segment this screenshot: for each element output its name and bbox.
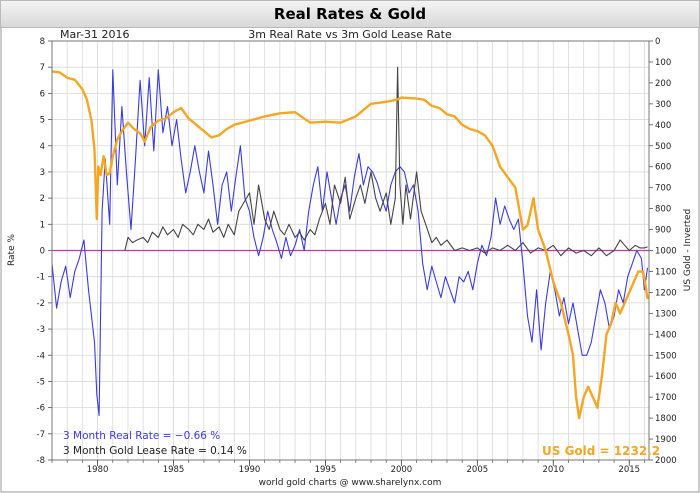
right-tick-label: 200 <box>655 79 671 89</box>
left-tick-label: 6 <box>40 89 45 99</box>
date-label: Mar-31 2016 <box>60 28 130 41</box>
left-tick-label: -8 <box>37 456 45 466</box>
right-tick-label: 2000 <box>655 456 677 466</box>
right-tick-label: 300 <box>655 100 671 110</box>
left-axis-title: Rate % <box>7 234 17 266</box>
x-tick-label: 1980 <box>87 465 109 475</box>
left-tick-label: -3 <box>37 325 45 335</box>
right-tick-label: 1000 <box>655 247 677 257</box>
left-tick-label: -1 <box>37 273 45 283</box>
footer-credit: world gold charts @ www.sharelynx.com <box>259 478 442 488</box>
right-axis-title: US Gold - Inverted <box>683 209 693 292</box>
left-tick-label: 2 <box>40 194 45 204</box>
x-tick-label: 1990 <box>239 465 261 475</box>
left-tick-label: 0 <box>40 247 45 257</box>
x-tick-label: 2000 <box>391 465 413 475</box>
legend-lease-rate: 3 Month Gold Lease Rate = 0.14 % <box>63 445 247 457</box>
left-tick-label: -5 <box>37 377 45 387</box>
left-tick-label: 7 <box>40 63 45 73</box>
left-axis: 8 7 6 5 4 3 2 1 0 -1 -2 -3 -4 -5 -6 -7 -8 <box>37 37 52 466</box>
right-tick-label: 0 <box>655 37 660 47</box>
chart-title: Real Rates & Gold <box>274 5 426 23</box>
left-tick-label: 8 <box>40 37 45 47</box>
x-tick-label: 1985 <box>163 465 185 475</box>
right-axis: 0 100 200 300 400 500 600 700 800 900 1000 1100 1200… <box>649 37 677 466</box>
series-line-real-rate <box>52 69 649 417</box>
left-tick-label: 1 <box>40 220 45 230</box>
left-tick-label: -6 <box>37 404 45 414</box>
x-tick-label: 1995 <box>315 465 337 475</box>
left-tick-label: -7 <box>37 430 45 440</box>
x-axis: 1980 1985 1990 1995 2000 2005 2010 2015 <box>51 460 645 475</box>
right-tick-label: 700 <box>655 184 671 194</box>
title-bar <box>0 0 700 28</box>
left-tick-label: -4 <box>37 351 45 361</box>
right-tick-label: 800 <box>655 205 671 215</box>
right-tick-label: 1800 <box>655 414 677 424</box>
right-tick-label: 1400 <box>655 330 677 340</box>
series-line-lease-rate <box>124 66 648 257</box>
right-tick-label: 1200 <box>655 288 677 298</box>
right-tick-label: 1700 <box>655 393 677 403</box>
legend-real-rate: 3 Month Real Rate = −0.66 % <box>63 430 220 442</box>
right-tick-label: 500 <box>655 142 671 152</box>
x-tick-label: 2015 <box>618 465 640 475</box>
left-tick-label: 4 <box>40 142 45 152</box>
right-tick-label: 400 <box>655 121 671 131</box>
chart-subtitle: 3m Real Rate vs 3m Gold Lease Rate <box>248 28 452 41</box>
x-tick-label: 2010 <box>542 465 564 475</box>
right-tick-label: 1300 <box>655 309 677 319</box>
right-tick-label: 1500 <box>655 351 677 361</box>
x-tick-label: 2005 <box>467 465 489 475</box>
right-tick-label: 1900 <box>655 435 677 445</box>
right-tick-label: 1100 <box>655 267 677 277</box>
left-tick-label: 5 <box>40 116 45 126</box>
legend-us-gold: US Gold = 1232.2 <box>542 444 660 458</box>
left-tick-label: -2 <box>37 299 45 309</box>
right-tick-label: 1600 <box>655 372 677 382</box>
right-tick-label: 900 <box>655 226 671 236</box>
left-tick-label: 3 <box>40 168 45 178</box>
right-tick-label: 100 <box>655 58 671 68</box>
right-tick-label: 600 <box>655 163 671 173</box>
series-line-us-gold <box>52 70 649 420</box>
